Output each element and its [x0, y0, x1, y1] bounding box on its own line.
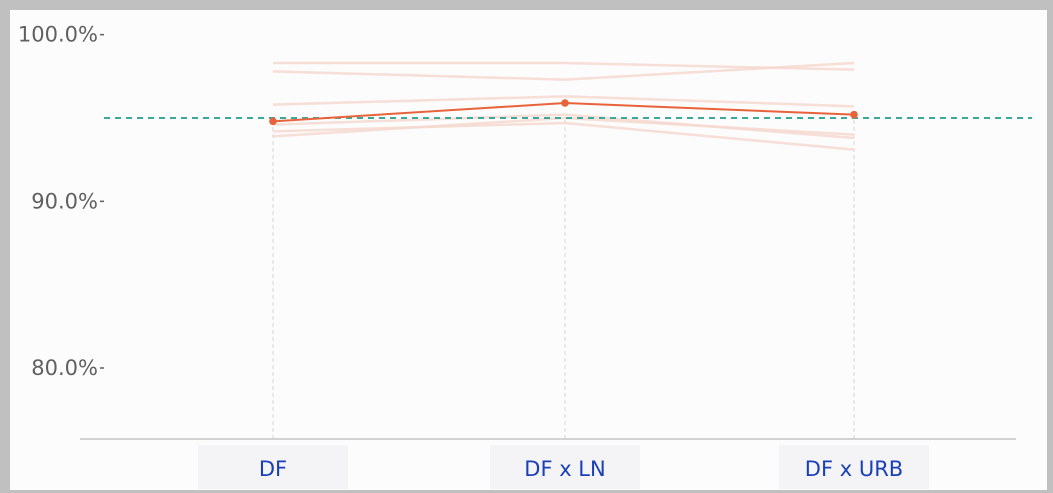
x-tick-label: DF — [259, 457, 287, 481]
y-tick-label: 80.0% — [31, 356, 98, 380]
x-axis: DF DF x LN DF x URB — [198, 445, 929, 489]
background-series-line — [272, 121, 855, 151]
category-guides — [272, 120, 855, 438]
background-series-line — [272, 61, 855, 81]
x-label-background — [490, 445, 640, 489]
x-tick-label: DF x URB — [805, 457, 903, 481]
highlight-point — [269, 117, 277, 126]
x-tick-label: DF x LN — [524, 457, 605, 481]
y-axis: 80.0% 90.0% 100.0% — [18, 23, 104, 380]
background-series — [272, 61, 855, 151]
highlight-series — [269, 99, 858, 126]
y-tick-label: 100.0% — [18, 23, 98, 47]
x-label-background — [779, 445, 929, 489]
highlight-point — [561, 99, 569, 107]
y-tick-label: 90.0% — [31, 189, 98, 213]
x-label-background — [198, 445, 348, 489]
highlight-point — [850, 110, 858, 119]
background-series-line — [272, 116, 855, 138]
background-series-line — [272, 95, 855, 108]
